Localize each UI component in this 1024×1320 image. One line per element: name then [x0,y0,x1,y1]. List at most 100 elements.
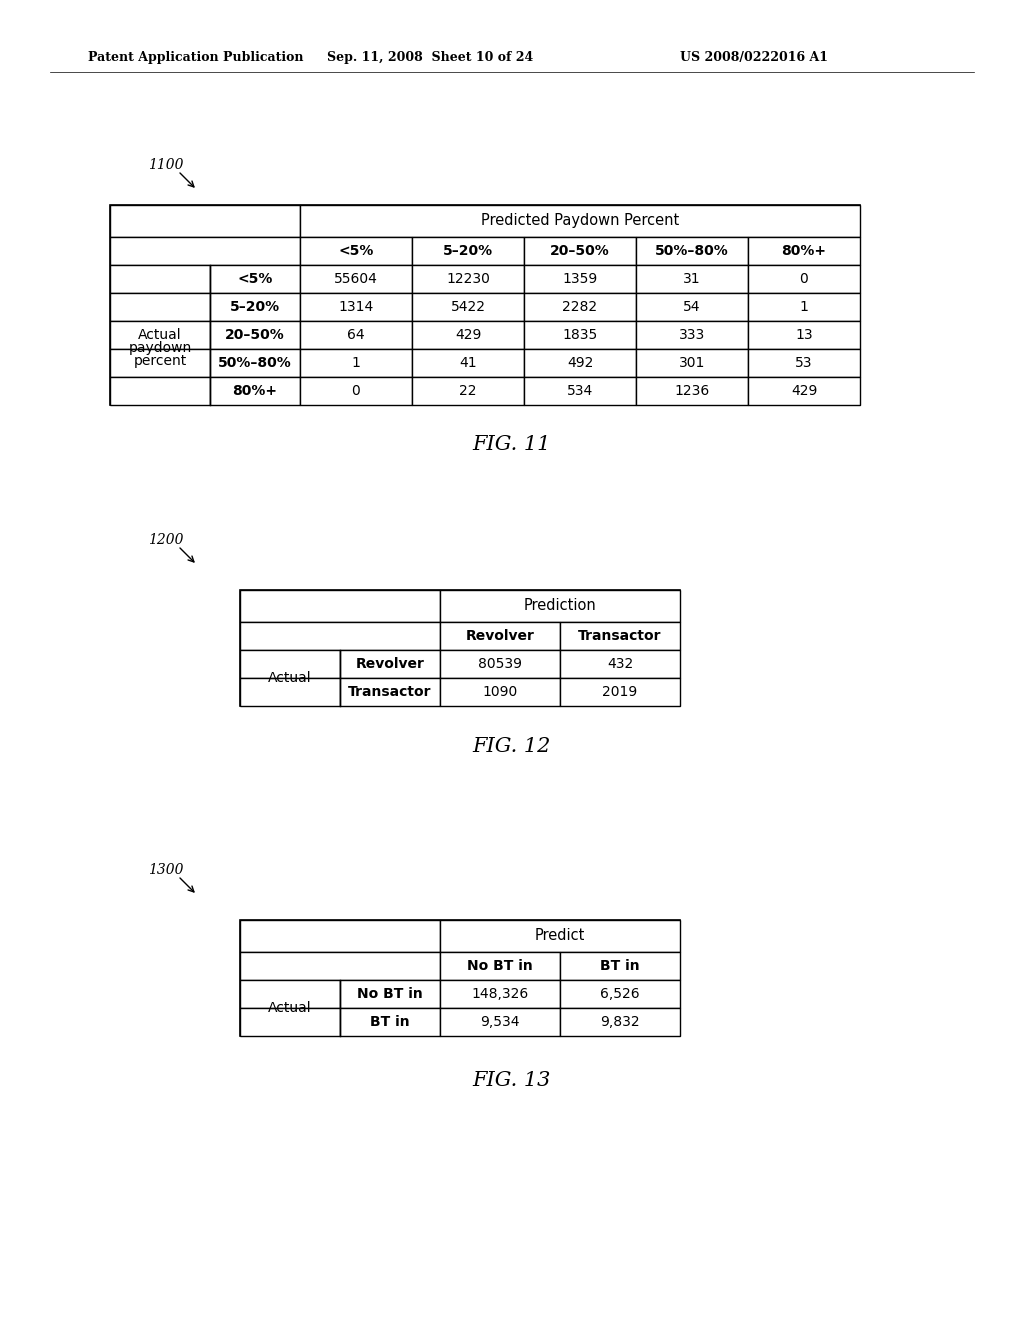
Text: <5%: <5% [338,244,374,257]
Bar [300,321,412,348]
Text: 13: 13 [796,327,813,342]
Text: BT in: BT in [371,1015,410,1030]
Bar [240,678,340,706]
Text: 534: 534 [567,384,593,399]
Bar [110,205,860,405]
Bar [240,979,340,1008]
Text: 2019: 2019 [602,685,638,700]
Text: 1835: 1835 [562,327,598,342]
Text: 432: 432 [607,657,633,671]
Text: No BT in: No BT in [357,987,423,1001]
Text: 64: 64 [347,327,365,342]
Bar [440,649,560,678]
Bar [210,348,300,378]
Text: US 2008/0222016 A1: US 2008/0222016 A1 [680,51,828,65]
Bar [748,348,860,378]
Text: Revolver: Revolver [466,630,535,643]
Text: Actual: Actual [138,327,182,342]
Text: 55604: 55604 [334,272,378,286]
Text: 0: 0 [800,272,808,286]
Bar [560,678,680,706]
Text: Sep. 11, 2008  Sheet 10 of 24: Sep. 11, 2008 Sheet 10 of 24 [327,51,534,65]
Bar [110,205,300,238]
Text: 80539: 80539 [478,657,522,671]
Text: 429: 429 [791,384,817,399]
Bar [340,979,440,1008]
Bar [440,952,560,979]
Text: 9,534: 9,534 [480,1015,520,1030]
Bar [240,920,440,952]
Bar [300,205,860,238]
Bar [210,265,300,293]
Bar [440,590,680,622]
Text: 1314: 1314 [338,300,374,314]
Text: 50%–80%: 50%–80% [218,356,292,370]
Bar [240,920,680,1036]
Bar [440,622,560,649]
Text: 5–20%: 5–20% [230,300,280,314]
Bar [440,678,560,706]
Bar [340,1008,440,1036]
Bar [748,321,860,348]
Bar [748,378,860,405]
Bar [524,321,636,348]
Bar [560,1008,680,1036]
Text: percent: percent [133,354,186,368]
Bar [240,952,440,979]
Bar [340,678,440,706]
Bar [636,321,748,348]
Bar [210,321,300,348]
Text: 9,832: 9,832 [600,1015,640,1030]
Text: 20–50%: 20–50% [550,244,610,257]
Bar [412,265,524,293]
Bar [636,348,748,378]
Text: 148,326: 148,326 [471,987,528,1001]
Text: 50%–80%: 50%–80% [655,244,729,257]
Bar [560,979,680,1008]
Text: FIG. 13: FIG. 13 [473,1072,551,1090]
Bar [110,265,210,293]
Text: 1: 1 [351,356,360,370]
Bar [210,293,300,321]
Bar [110,293,210,321]
Bar [412,321,524,348]
Bar [560,952,680,979]
Text: 301: 301 [679,356,706,370]
Text: 1100: 1100 [148,158,183,172]
Bar [440,979,560,1008]
Text: 31: 31 [683,272,700,286]
Text: Actual: Actual [268,1001,312,1015]
Text: <5%: <5% [238,272,272,286]
Bar [412,293,524,321]
Text: 12230: 12230 [446,272,489,286]
Bar [240,590,680,706]
Text: 5–20%: 5–20% [443,244,494,257]
Bar [524,293,636,321]
Text: Transactor: Transactor [579,630,662,643]
Text: FIG. 11: FIG. 11 [473,436,551,454]
Bar [110,238,300,265]
Text: 0: 0 [351,384,360,399]
Text: 53: 53 [796,356,813,370]
Text: 1236: 1236 [675,384,710,399]
Bar [636,378,748,405]
Text: FIG. 12: FIG. 12 [473,737,551,755]
Bar [110,378,210,405]
Bar [240,622,440,649]
Bar [240,1008,340,1036]
Bar [412,238,524,265]
Bar [300,348,412,378]
Text: 2282: 2282 [562,300,598,314]
Bar [210,378,300,405]
Text: Patent Application Publication: Patent Application Publication [88,51,303,65]
Bar [300,293,412,321]
Text: Actual: Actual [268,671,312,685]
Text: 6,526: 6,526 [600,987,640,1001]
Text: 1090: 1090 [482,685,517,700]
Bar [240,590,440,622]
Text: 1359: 1359 [562,272,598,286]
Bar [748,265,860,293]
Text: 1300: 1300 [148,863,183,876]
Bar [300,378,412,405]
Bar [748,293,860,321]
